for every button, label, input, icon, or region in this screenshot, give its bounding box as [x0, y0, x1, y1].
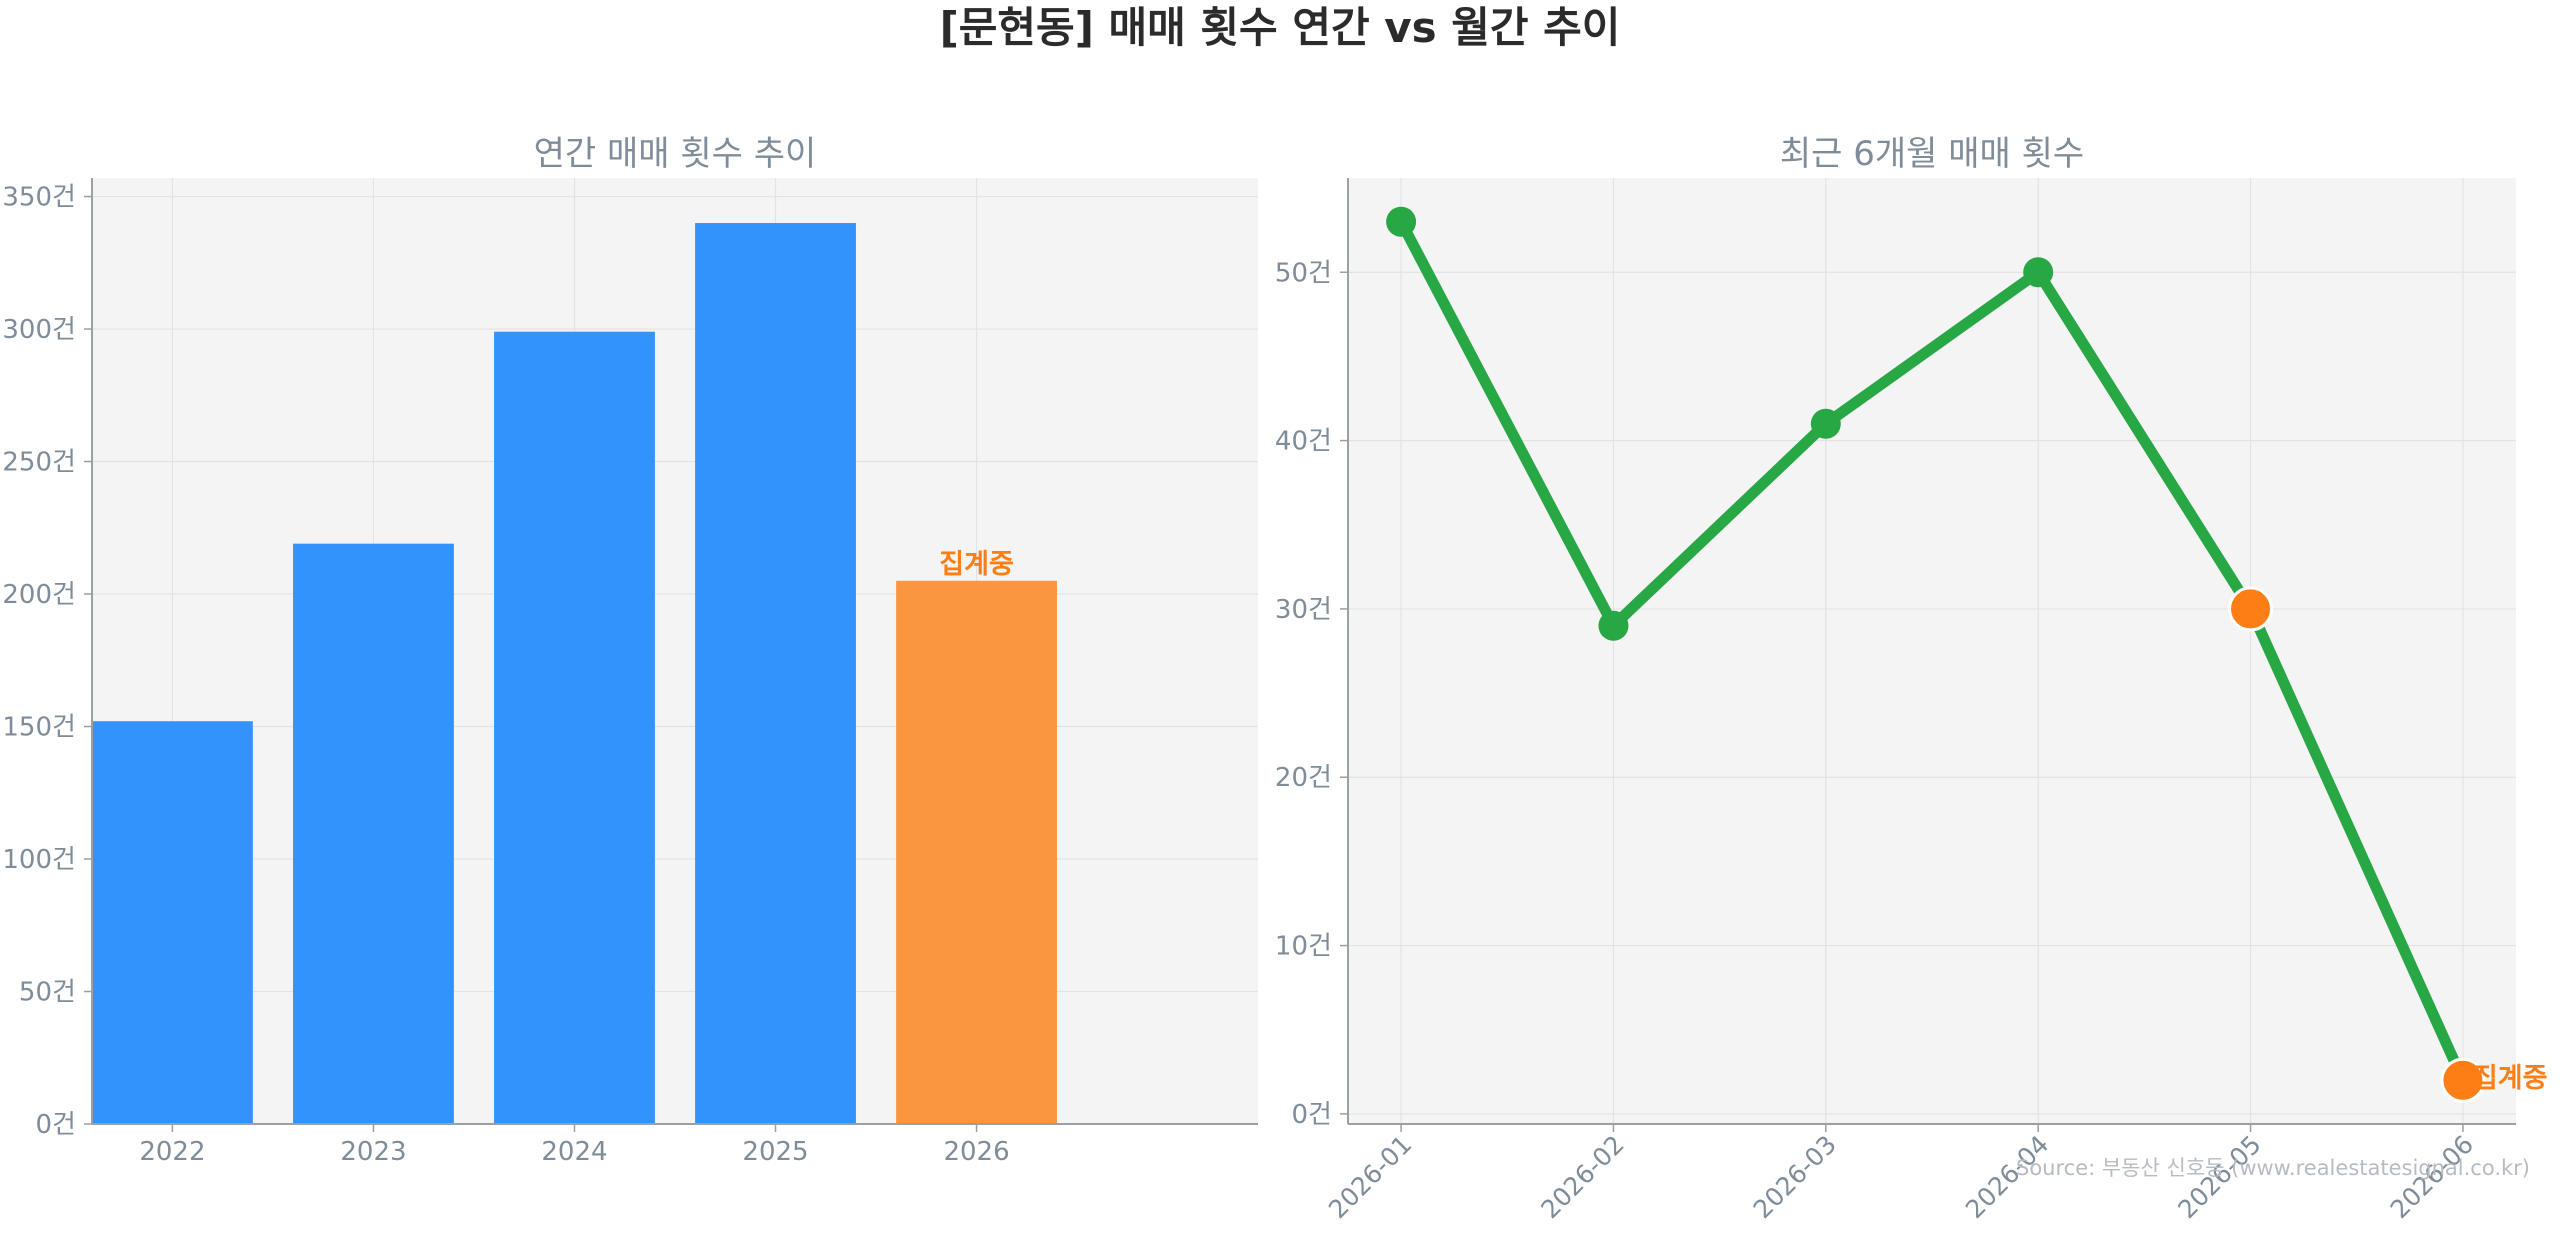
monthly-ytick-value: 10	[1275, 932, 1308, 962]
annual-xtick-label: 2026	[943, 1137, 1009, 1167]
annual-ytick-value: 200	[2, 580, 52, 610]
monthly-gridlines	[1348, 178, 2516, 1124]
annual-bar	[695, 223, 856, 1125]
annual-xtick-label: 2022	[139, 1137, 205, 1167]
annual-ytick-unit: 건	[52, 713, 76, 743]
monthly-ytick-value: 20	[1275, 763, 1308, 793]
monthly-xtick-label: 2026-02	[1535, 1130, 1629, 1224]
annual-ytick-value: 250	[2, 448, 52, 478]
annual-ytick-unit: 건	[52, 978, 76, 1008]
annual-chart-title: 연간 매매 횟수 추이	[534, 134, 817, 174]
annual-ytick-value: 350	[2, 183, 52, 213]
annual-ytick-value: 50	[19, 978, 52, 1008]
annual-bar	[92, 721, 253, 1124]
annual-partial-label: 집계중	[939, 549, 1014, 580]
monthly-ytick-value: 30	[1275, 595, 1308, 625]
monthly-point	[1386, 206, 1417, 237]
monthly-ytick-value: 0	[1291, 1100, 1308, 1130]
source-note: Source: 부동산 신호등 (www.realestatesignal.co…	[2016, 1156, 2530, 1180]
annual-ytick-value: 300	[2, 315, 52, 345]
annual-bar	[293, 543, 454, 1124]
annual-xtick-label: 2025	[742, 1137, 808, 1167]
annual-ytick-unit: 건	[52, 448, 76, 478]
monthly-ytick-unit: 건	[1308, 427, 1332, 457]
monthly-chart-title: 최근 6개월 매매 횟수	[1780, 134, 2084, 174]
annual-plot-background	[92, 178, 1258, 1124]
monthly-ytick-unit: 건	[1308, 763, 1332, 793]
annual-ytick-unit: 건	[52, 1110, 76, 1140]
monthly-ytick-value: 40	[1275, 427, 1308, 457]
monthly-ytick-unit: 건	[1308, 1100, 1332, 1130]
monthly-point	[1598, 610, 1629, 641]
annual-bar	[494, 331, 655, 1124]
annual-ytick-value: 100	[2, 845, 52, 875]
annual-ytick-unit: 건	[52, 845, 76, 875]
monthly-partial-label: 집계중	[2473, 1063, 2548, 1094]
annual-ytick-value: 0	[35, 1110, 52, 1140]
monthly-ytick-unit: 건	[1308, 258, 1332, 288]
annual-xtick-label: 2024	[541, 1137, 607, 1167]
monthly-point-partial	[2228, 586, 2274, 632]
annual-ytick-unit: 건	[52, 315, 76, 345]
monthly-xtick-label: 2026-01	[1323, 1130, 1417, 1224]
annual-bar-partial	[896, 580, 1057, 1124]
monthly-ytick-unit: 건	[1308, 932, 1332, 962]
monthly-point	[1810, 408, 1841, 439]
annual-ytick-unit: 건	[52, 580, 76, 610]
annual-bars: 집계중	[92, 223, 1057, 1125]
monthly-point-partial	[2440, 1057, 2486, 1103]
annual-ytick-value: 150	[2, 713, 52, 743]
monthly-plot-background	[1348, 178, 2516, 1124]
monthly-ytick-value: 50	[1275, 258, 1308, 288]
monthly-xtick-label: 2026-03	[1748, 1130, 1842, 1224]
monthly-line-chart: 집계중 2026-01 2026-02 2026-03 2026-04 2026-05 2…	[1275, 134, 2548, 1224]
annual-xtick-label: 2023	[340, 1137, 406, 1167]
monthly-ytick-unit: 건	[1308, 595, 1332, 625]
monthly-series: 집계중	[1386, 206, 2548, 1103]
monthly-point	[2023, 257, 2054, 288]
monthly-series-line	[1395, 216, 2469, 1086]
figure-title: [문현동] 매매 횟수 연간 vs 월간 추이	[940, 3, 1621, 52]
annual-ytick-unit: 건	[52, 183, 76, 213]
